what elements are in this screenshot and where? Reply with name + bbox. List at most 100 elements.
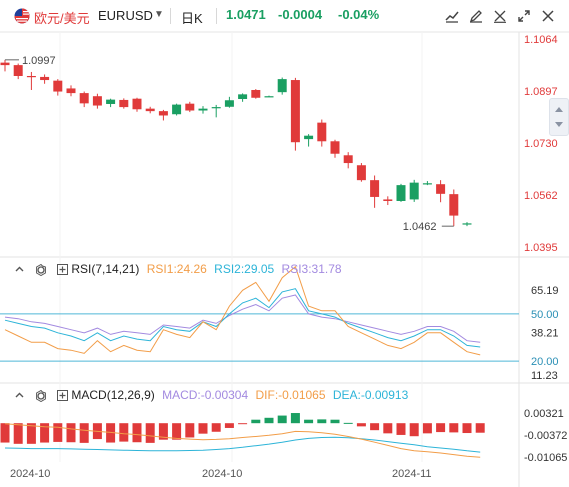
candle-body — [80, 93, 89, 103]
macd-value: MACD:-0.00304 — [162, 388, 248, 402]
macd-histogram-bar — [291, 413, 300, 423]
macd-histogram-bar — [344, 423, 353, 424]
side-scroll-handle[interactable] — [549, 98, 569, 136]
rsi-tick-label: 38.21 — [531, 328, 559, 340]
candle-body — [331, 141, 340, 153]
candle-body — [463, 223, 472, 224]
rsi-tick-label: 65.19 — [531, 285, 559, 297]
candle-body — [53, 81, 62, 92]
price-tick-label: 1.1064 — [524, 34, 558, 46]
macd-histogram-bar — [449, 423, 458, 432]
candle-body — [27, 76, 36, 77]
candle-body — [185, 104, 194, 111]
candle-body — [423, 183, 432, 184]
macd-histogram-bar — [67, 423, 76, 442]
macd-histogram-bar — [1, 423, 10, 442]
macd-panel: 0.00321 -0.00372 -0.01065 — [1, 408, 568, 464]
macd-histogram-bar — [53, 423, 62, 442]
macd-histogram-bar — [304, 420, 313, 423]
candle-body — [291, 80, 300, 142]
macd-histogram-bar — [410, 423, 419, 436]
macd-histogram-bar — [212, 423, 221, 432]
candles — [1, 60, 472, 226]
add-indicator-icon[interactable] — [57, 264, 68, 275]
macd-histogram-bar — [357, 423, 366, 426]
macd-histogram-bar — [265, 418, 274, 423]
settings-icon[interactable] — [35, 390, 47, 402]
candle-body — [106, 100, 115, 104]
macd-histogram-bar — [397, 423, 406, 435]
rsi-title-row: RSI(7,14,21) RSI1:24.26 RSI2:29.05 RSI3:… — [14, 262, 342, 276]
macd-title-row: MACD(12,26,9) MACD:-0.00304 DIF:-0.01065… — [14, 388, 408, 402]
price-tick-label: 1.0562 — [524, 190, 558, 202]
macd-tick-label: 0.00321 — [524, 408, 564, 420]
rsi3-line — [5, 295, 480, 342]
macd-histogram-bar — [119, 423, 128, 441]
x-axis-label: 2024-10 — [202, 468, 242, 480]
macd-histogram-bar — [317, 419, 326, 423]
rsi1-value: RSI1:24.26 — [147, 262, 207, 276]
add-indicator-icon[interactable] — [57, 390, 68, 401]
macd-histogram-bar — [436, 423, 445, 432]
price-tick-label: 1.0730 — [524, 138, 558, 150]
candle-body — [397, 185, 406, 201]
low-price-label: 1.0462 — [403, 221, 437, 233]
rsi2-line — [5, 289, 480, 347]
candle-body — [357, 165, 366, 180]
collapse-icon[interactable] — [14, 264, 25, 275]
dif-line — [5, 424, 480, 457]
candle-body — [40, 77, 49, 80]
rsi-tick-label: 50.00 — [531, 309, 559, 321]
candle-body — [212, 107, 221, 108]
candle-body — [225, 100, 234, 107]
settings-icon[interactable] — [35, 264, 47, 276]
macd-histogram-bar — [331, 420, 340, 423]
candle-body — [159, 111, 168, 115]
macd-title: MACD(12,26,9) — [71, 388, 154, 402]
high-price-label: 1.0997 — [22, 55, 56, 67]
macd-histogram-bar — [251, 420, 260, 423]
candle-body — [370, 180, 379, 197]
macd-histogram-bar — [199, 423, 208, 433]
macd-histogram-bar — [238, 423, 247, 424]
macd-histogram-bar — [172, 423, 181, 440]
macd-histogram-bar — [370, 423, 379, 430]
candle-body — [278, 79, 287, 92]
macd-histogram-bar — [278, 416, 287, 424]
x-axis-label: 2024-11 — [392, 468, 432, 480]
candle-body — [93, 96, 102, 105]
macd-histogram-bar — [423, 423, 432, 433]
candle-body — [449, 194, 458, 215]
macd-histogram-bar — [463, 423, 472, 433]
candle-body — [199, 109, 208, 111]
macd-histogram-bar — [476, 423, 485, 433]
rsi-title: RSI(7,14,21) — [71, 262, 139, 276]
macd-histogram-bar — [14, 423, 23, 444]
candle-body — [304, 136, 313, 139]
macd-tick-label: -0.01065 — [524, 452, 567, 464]
candle-body — [172, 105, 181, 115]
x-axis-label: 2024-10 — [10, 468, 50, 480]
dif-value: DIF:-0.01065 — [255, 388, 325, 402]
dea-value: DEA:-0.00913 — [333, 388, 408, 402]
macd-histogram-bar — [383, 423, 392, 433]
macd-tick-label: -0.00372 — [524, 430, 567, 442]
candle-body — [436, 184, 445, 194]
rsi-tick-label: 11.23 — [531, 370, 558, 382]
candle-body — [410, 183, 419, 200]
candle-body — [67, 88, 76, 93]
candle-body — [265, 96, 274, 97]
candle-body — [119, 100, 128, 107]
macd-histogram-bar — [133, 423, 142, 442]
price-tick-label: 1.0897 — [524, 86, 558, 98]
rsi2-value: RSI2:29.05 — [214, 262, 274, 276]
candle-body — [146, 109, 155, 111]
candle-body — [1, 63, 10, 65]
rsi-panel: 65.1950.0038.2120.0011.23 — [0, 267, 559, 382]
macd-histogram-bar — [80, 423, 89, 443]
collapse-icon[interactable] — [14, 390, 25, 401]
candle-body — [251, 90, 260, 98]
rsi1-line — [5, 267, 480, 355]
rsi3-value: RSI3:31.78 — [282, 262, 342, 276]
